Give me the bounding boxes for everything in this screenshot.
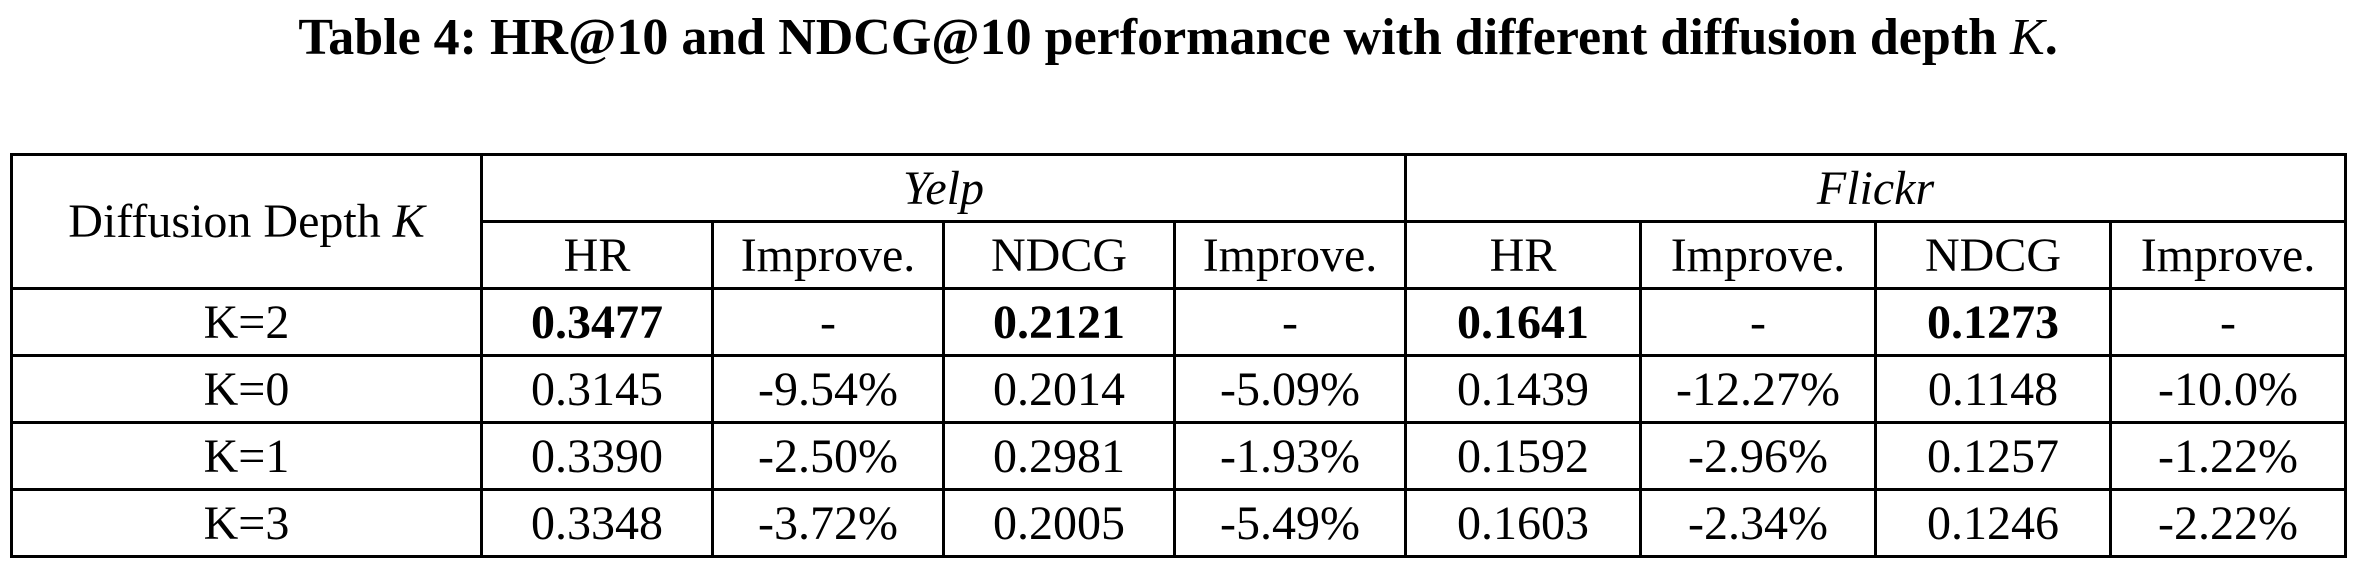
table-cell: -2.96% xyxy=(1639,421,1877,491)
table-cell: - xyxy=(711,287,945,357)
table-row-k3: K=3 0.3348 -3.72% 0.2005 -5.49% 0.1603 -… xyxy=(10,488,2348,558)
table-cell: 0.1592 xyxy=(1404,421,1642,491)
caption-text: Table 4: HR@10 and NDCG@10 performance w… xyxy=(298,9,2010,66)
group-header-row: Diffusion Depth K Yelp Flickr xyxy=(10,153,2348,290)
column-header-yelp-ndcg-improve: Improve. xyxy=(1173,220,1407,290)
column-header-flickr-ndcg-improve: Improve. xyxy=(2108,220,2348,290)
table-cell: -2.50% xyxy=(711,421,945,491)
table-cell: -1.93% xyxy=(1173,421,1407,491)
column-header-flickr-hr-improve: Improve. xyxy=(1639,220,1877,290)
table-cell: - xyxy=(1173,287,1407,357)
corner-variable-k: K xyxy=(392,195,425,248)
group-header-yelp: Yelp xyxy=(480,153,1407,223)
column-header-yelp-hr-improve: Improve. xyxy=(711,220,945,290)
table-cell: 0.2981 xyxy=(942,421,1176,491)
table-cell: 0.1273 xyxy=(1874,287,2112,357)
table-cell: -10.0% xyxy=(2108,354,2348,424)
table-cell: 0.1148 xyxy=(1874,354,2112,424)
table-row-k2: K=2 0.3477 - 0.2121 - 0.1641 - 0.1273 - xyxy=(10,287,2348,357)
table-cell: 0.2121 xyxy=(942,287,1176,357)
table-cell: - xyxy=(2108,287,2348,357)
table-cell: -5.09% xyxy=(1173,354,1407,424)
table-cell: 0.1641 xyxy=(1404,287,1642,357)
column-header-flickr-hr: HR xyxy=(1404,220,1642,290)
table-cell: 0.2005 xyxy=(942,488,1176,558)
corner-header-cell: Diffusion Depth K xyxy=(10,153,483,290)
table-cell: 0.3145 xyxy=(480,354,714,424)
column-header-yelp-hr: HR xyxy=(480,220,714,290)
table-cell: -3.72% xyxy=(711,488,945,558)
table-cell: 0.2014 xyxy=(942,354,1176,424)
table-cell: -12.27% xyxy=(1639,354,1877,424)
table-cell: 0.1439 xyxy=(1404,354,1642,424)
table-row-k0: K=0 0.3145 -9.54% 0.2014 -5.09% 0.1439 -… xyxy=(10,354,2348,424)
group-header-flickr: Flickr xyxy=(1403,153,2348,223)
row-label: K=1 xyxy=(10,421,483,491)
table-cell: -2.22% xyxy=(2108,488,2348,558)
table-cell: 0.3390 xyxy=(480,421,714,491)
table-cell: 0.1246 xyxy=(1874,488,2112,558)
column-header-yelp-ndcg: NDCG xyxy=(942,220,1176,290)
column-header-flickr-ndcg: NDCG xyxy=(1874,220,2112,290)
table-cell: -1.22% xyxy=(2108,421,2348,491)
caption-variable-k: K xyxy=(2010,9,2045,66)
corner-label: Diffusion Depth xyxy=(68,195,393,248)
caption-period: . xyxy=(2044,9,2058,66)
row-label: K=0 xyxy=(10,354,483,424)
table-cell: 0.1603 xyxy=(1404,488,1642,558)
table-cell: -5.49% xyxy=(1173,488,1407,558)
row-label: K=2 xyxy=(10,287,483,357)
table-cell: 0.1257 xyxy=(1874,421,2112,491)
results-table: Diffusion Depth K Yelp Flickr HR Improve… xyxy=(10,153,2348,558)
table-cell: 0.3477 xyxy=(480,287,714,357)
table-row-k1: K=1 0.3390 -2.50% 0.2981 -1.93% 0.1592 -… xyxy=(10,421,2348,491)
table-cell: 0.3348 xyxy=(480,488,714,558)
table-cell: - xyxy=(1639,287,1877,357)
table-cell: -2.34% xyxy=(1639,488,1877,558)
row-label: K=3 xyxy=(10,488,483,558)
table-cell: -9.54% xyxy=(711,354,945,424)
table-caption: Table 4: HR@10 and NDCG@10 performance w… xyxy=(0,8,2356,68)
subheader-row: HR Improve. NDCG Improve. HR Improve. ND… xyxy=(12,220,2348,290)
